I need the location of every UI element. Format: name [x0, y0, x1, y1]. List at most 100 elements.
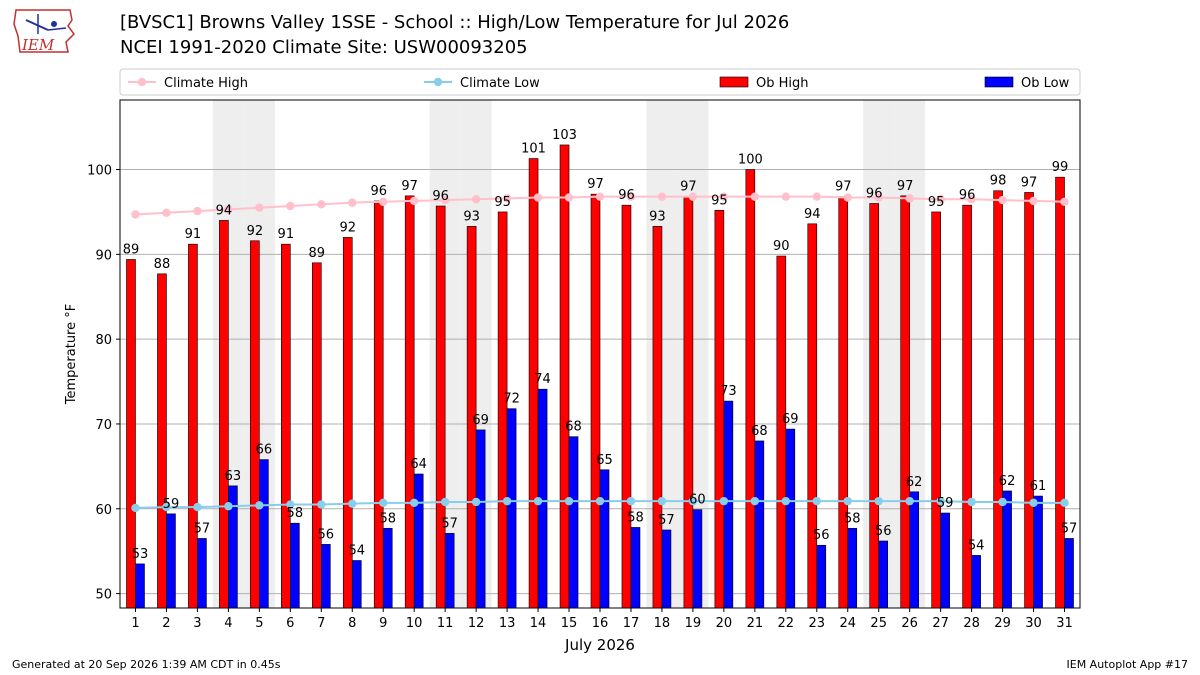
ob-high-value-label-day-4: 94 — [216, 203, 233, 218]
generated-timestamp: Generated at 20 Sep 2026 1:39 AM CDT in … — [12, 658, 281, 671]
climate-high-point-day-11 — [440, 195, 450, 205]
ob-low-value-label-day-7: 56 — [318, 527, 335, 542]
climate-high-point-day-5 — [255, 203, 264, 212]
x-tick-label-19: 19 — [685, 616, 702, 631]
ob-high-value-label-day-22: 90 — [773, 239, 790, 254]
ob-low-value-label-day-19: 60 — [689, 493, 706, 508]
x-tick-label-25: 25 — [870, 616, 887, 631]
ob-low-bar-day-13 — [506, 408, 517, 609]
ob-low-value-label-day-9: 58 — [379, 511, 396, 526]
ob-high-value-label-day-23: 94 — [804, 207, 821, 222]
ob-high-bar-day-29 — [993, 190, 1003, 609]
x-tick-label-22: 22 — [778, 616, 795, 631]
climate-low-point-day-24 — [843, 496, 852, 506]
ob-high-value-label-day-28: 96 — [959, 188, 976, 203]
ob-low-value-label-day-8: 54 — [348, 544, 365, 559]
legend-label-climate-low: Climate Low — [460, 76, 540, 91]
climate-high-point-day-6 — [286, 201, 295, 211]
ob-low-value-label-day-12: 69 — [472, 413, 489, 428]
ob-high-value-label-day-26: 97 — [897, 179, 914, 194]
ob-high-bar-day-30 — [1024, 192, 1034, 609]
ob-low-value-label-day-27: 59 — [937, 496, 954, 511]
ob-high-value-label-day-9: 96 — [370, 184, 387, 199]
legend-swatch-ob-high — [719, 76, 749, 88]
climate-high-point-day-16 — [595, 192, 605, 201]
ob-low-bar-day-26 — [909, 491, 919, 609]
ob-high-value-label-day-19: 97 — [680, 180, 697, 195]
x-tick-label-14: 14 — [530, 616, 547, 631]
x-tick-label-31: 31 — [1056, 616, 1073, 631]
climate-high-point-day-4 — [224, 205, 233, 214]
ob-high-value-label-day-29: 98 — [990, 174, 1007, 189]
ob-low-value-label-day-18: 57 — [658, 513, 675, 528]
ob-high-bar-day-7 — [311, 262, 322, 609]
ob-low-bar-day-27 — [940, 512, 950, 609]
climate-low-point-day-3 — [193, 502, 202, 512]
ob-low-value-label-day-4: 63 — [225, 469, 242, 484]
climate-low-point-day-8 — [348, 499, 357, 508]
climate-low-point-day-13 — [502, 496, 512, 506]
ob-high-value-label-day-15: 103 — [552, 128, 577, 143]
x-tick-label-24: 24 — [839, 616, 856, 631]
ob-low-value-label-day-21: 68 — [751, 424, 768, 439]
legend-label-ob-low: Ob Low — [1021, 76, 1070, 91]
ob-high-bar-day-23 — [807, 223, 818, 609]
climate-low-point-day-15 — [564, 496, 574, 506]
ob-low-value-label-day-29: 62 — [999, 474, 1016, 489]
ob-low-bar-day-6 — [290, 522, 300, 609]
climate-low-point-day-29 — [998, 497, 1007, 507]
climate-high-point-day-3 — [193, 206, 202, 216]
ob-high-value-label-day-14: 101 — [521, 142, 546, 157]
ob-low-bar-day-2 — [166, 513, 176, 609]
ob-high-value-label-day-17: 96 — [618, 188, 635, 203]
climate-high-point-day-21 — [750, 192, 760, 201]
legend-label-climate-high: Climate High — [164, 76, 248, 91]
climate-low-point-day-1 — [131, 503, 140, 513]
ob-high-bar-day-21 — [745, 169, 756, 609]
ob-low-value-label-day-1: 53 — [132, 547, 149, 562]
ob-low-bar-day-22 — [785, 428, 796, 609]
climate-high-point-day-8 — [348, 198, 357, 207]
ob-low-value-label-day-25: 56 — [875, 524, 892, 539]
iem-logo: IEM — [8, 6, 80, 62]
ob-high-bar-day-6 — [281, 243, 291, 609]
iem-logo-text: IEM — [22, 36, 55, 54]
x-tick-label-1: 1 — [131, 616, 139, 631]
ob-high-value-label-day-5: 92 — [247, 224, 264, 239]
autoplot-app-label: IEM Autoplot App #17 — [1066, 658, 1189, 671]
climate-low-point-day-14 — [533, 496, 543, 506]
climate-high-point-day-22 — [781, 192, 791, 201]
ob-high-bar-day-4 — [219, 220, 229, 609]
climate-high-point-day-10 — [409, 196, 419, 206]
x-tick-label-5: 5 — [255, 616, 263, 631]
climate-high-point-day-7 — [317, 200, 326, 209]
climate-low-point-day-23 — [812, 496, 821, 506]
x-tick-label-2: 2 — [162, 616, 170, 631]
ob-low-value-label-day-3: 57 — [194, 521, 211, 536]
ob-high-value-label-day-27: 95 — [928, 195, 945, 210]
ob-low-bar-day-3 — [197, 538, 207, 609]
x-tick-label-16: 16 — [592, 616, 609, 631]
ob-high-value-label-day-24: 97 — [835, 180, 852, 195]
climate-low-point-day-17 — [626, 496, 636, 506]
ob-low-value-label-day-22: 69 — [782, 412, 799, 427]
climate-low-point-day-7 — [317, 500, 326, 509]
ob-low-bar-day-16 — [599, 469, 610, 609]
climate-high-point-day-26 — [905, 194, 914, 203]
ob-low-bar-day-31 — [1064, 538, 1074, 609]
ob-high-bar-day-11 — [435, 205, 446, 609]
ob-low-bar-day-10 — [413, 473, 424, 609]
ob-high-value-label-day-1: 89 — [123, 242, 140, 257]
ob-low-bar-day-21 — [754, 440, 765, 609]
ob-low-bar-day-1 — [135, 563, 145, 609]
climate-low-point-day-21 — [750, 496, 760, 506]
ob-high-value-label-day-3: 91 — [185, 227, 202, 242]
ob-low-bar-day-18 — [661, 529, 672, 609]
ob-low-bar-day-24 — [847, 527, 858, 609]
ob-high-value-label-day-18: 93 — [649, 209, 666, 224]
climate-low-point-day-25 — [874, 496, 883, 506]
climate-high-point-day-13 — [502, 194, 512, 203]
x-tick-label-3: 3 — [193, 616, 201, 631]
x-tick-label-29: 29 — [994, 616, 1011, 631]
